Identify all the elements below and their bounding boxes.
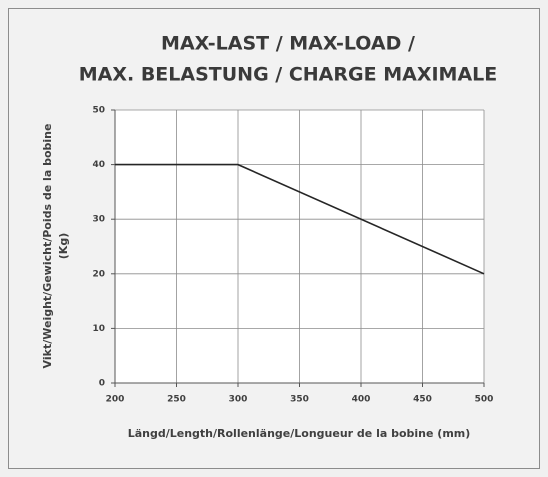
y-tick-label: 50 bbox=[92, 106, 105, 116]
chart-title: MAX-LAST / MAX-LOAD / bbox=[161, 33, 415, 55]
chart-title: MAX. BELASTUNG / CHARGE MAXIMALE bbox=[79, 64, 498, 86]
y-tick-label: 30 bbox=[92, 215, 105, 225]
x-tick-label: 350 bbox=[290, 395, 309, 405]
x-tick-label: 500 bbox=[475, 395, 494, 405]
y-tick-label: 40 bbox=[92, 160, 105, 170]
x-tick-label: 250 bbox=[167, 395, 186, 405]
x-tick-label: 300 bbox=[229, 395, 248, 405]
x-tick-label: 450 bbox=[413, 395, 432, 405]
x-axis-label: Längd/Length/Rollenlänge/Longueur de la … bbox=[128, 427, 471, 440]
y-tick-label: 10 bbox=[92, 324, 105, 334]
x-tick-label: 200 bbox=[106, 395, 125, 405]
y-axis-label: (Kg) bbox=[57, 233, 70, 259]
x-tick-label: 400 bbox=[352, 395, 371, 405]
y-tick-label: 0 bbox=[99, 379, 105, 389]
data-line bbox=[115, 163, 485, 275]
y-axis-label: Vikt/Weight/Gewicht/Poids de la bobine bbox=[41, 124, 54, 369]
y-tick-label: 20 bbox=[92, 269, 105, 279]
